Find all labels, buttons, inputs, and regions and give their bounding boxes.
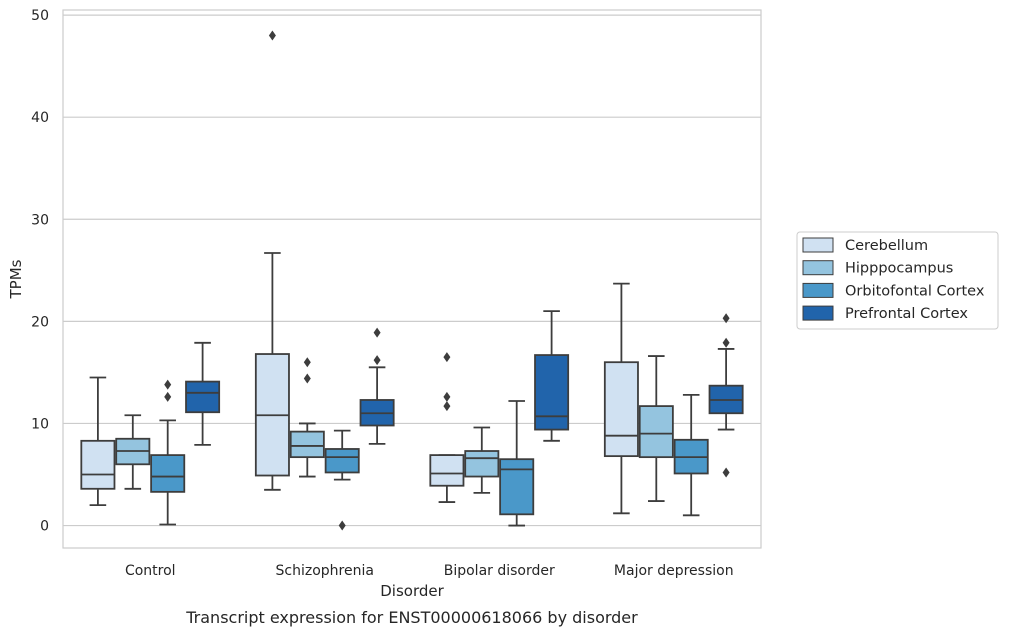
box-group xyxy=(254,30,290,491)
legend-swatch xyxy=(802,305,834,321)
y-tick-label: 0 xyxy=(40,519,49,535)
box-group xyxy=(80,376,116,507)
x-tick-label: Major depression xyxy=(614,563,734,579)
outlier-point xyxy=(722,467,730,478)
box-group xyxy=(185,341,221,446)
gridlines xyxy=(63,14,761,527)
x-axis-title: Disorder xyxy=(380,582,444,600)
outlier-point xyxy=(722,337,730,348)
box-group xyxy=(150,379,186,526)
y-tick-label: 30 xyxy=(31,212,49,228)
legend-label: Orbitofontal Cortex xyxy=(845,283,985,299)
x-axis-ticks: Control Schizophrenia Bipolar disorder Majo… xyxy=(125,563,734,579)
legend-swatch xyxy=(802,237,834,253)
outlier-point xyxy=(443,391,451,402)
outlier-point xyxy=(722,313,730,324)
plot-frame xyxy=(62,9,762,549)
box-group xyxy=(673,393,709,517)
box-series-group xyxy=(80,30,744,531)
box-group xyxy=(603,282,639,515)
legend-label: Cerebellum xyxy=(845,238,928,254)
box-iqr xyxy=(289,430,325,459)
box-group xyxy=(708,313,744,478)
box-iqr xyxy=(603,361,639,458)
box-iqr xyxy=(638,405,674,459)
box-group xyxy=(534,310,570,442)
outlier-point xyxy=(443,401,451,412)
box-group xyxy=(359,327,395,445)
box-iqr xyxy=(80,439,116,490)
box-group xyxy=(499,400,535,527)
chart-caption: Transcript expression for ENST0000061806… xyxy=(185,608,638,627)
legend-label: Prefrontal Cortex xyxy=(845,306,968,322)
outlier-point xyxy=(303,357,311,368)
x-tick-label: Control xyxy=(125,563,176,579)
y-tick-label: 40 xyxy=(31,110,49,126)
y-axis-ticks: 0 10 20 30 40 50 xyxy=(31,8,49,534)
legend: Cerebellum Hipppocampus Orbitofontal Corte… xyxy=(796,231,999,330)
box-group xyxy=(429,352,465,503)
legend-frame xyxy=(796,231,999,330)
x-tick-label: Schizophrenia xyxy=(276,563,374,579)
box-group xyxy=(324,429,360,531)
y-tick-label: 10 xyxy=(31,416,49,432)
outlier-point xyxy=(443,352,451,363)
box-iqr xyxy=(534,354,570,431)
y-tick-label: 20 xyxy=(31,314,49,330)
box-iqr xyxy=(464,450,500,478)
legend-swatch xyxy=(802,260,834,276)
box-group xyxy=(638,355,674,502)
outlier-point xyxy=(164,391,172,402)
x-tick-label: Bipolar disorder xyxy=(444,563,555,579)
outlier-point xyxy=(164,379,172,390)
y-tick-label: 50 xyxy=(31,8,49,24)
box-iqr xyxy=(499,458,535,516)
box-iqr xyxy=(150,454,186,493)
outlier-point xyxy=(373,355,381,366)
box-group xyxy=(289,357,325,478)
outlier-point xyxy=(268,30,276,41)
outlier-point xyxy=(338,520,346,531)
legend-swatch xyxy=(802,282,834,298)
outlier-point xyxy=(373,327,381,338)
box-iqr xyxy=(185,380,221,414)
legend-label: Hipppocampus xyxy=(845,261,953,277)
box-iqr xyxy=(324,448,360,474)
box-group xyxy=(464,426,500,494)
box-iqr xyxy=(429,454,465,487)
box-group xyxy=(115,414,151,490)
outlier-point xyxy=(303,373,311,384)
y-axis-title: TPMs xyxy=(7,259,25,299)
